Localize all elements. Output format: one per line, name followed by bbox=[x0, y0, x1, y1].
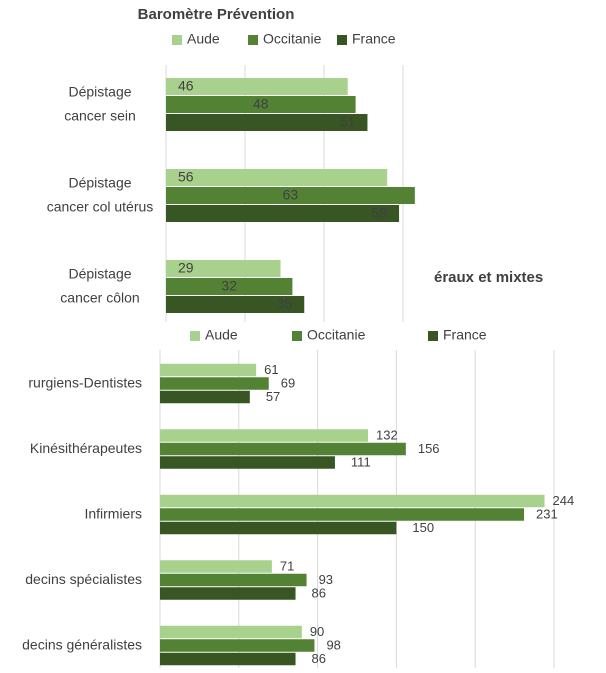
data-label: 150 bbox=[412, 520, 434, 535]
data-label: 35 bbox=[277, 296, 293, 312]
chart-title: éraux et mixtes bbox=[434, 269, 543, 286]
category-label: cancer col utérus bbox=[47, 199, 154, 215]
category-label: Infirmiers bbox=[84, 506, 142, 522]
bar bbox=[166, 96, 356, 113]
data-label: 244 bbox=[553, 493, 575, 508]
data-label: 132 bbox=[376, 427, 398, 442]
data-label: 61 bbox=[264, 362, 278, 377]
bar bbox=[160, 442, 406, 456]
category-label: Dépistage bbox=[68, 175, 131, 191]
bar bbox=[160, 625, 302, 639]
legend-label: Aude bbox=[187, 31, 220, 47]
legend-label: France bbox=[443, 327, 487, 343]
legend-label: Aude bbox=[205, 327, 238, 343]
legend-label: Occitanie bbox=[263, 31, 322, 47]
data-label: 63 bbox=[283, 187, 299, 203]
chart-background bbox=[0, 0, 432, 326]
data-label: 86 bbox=[312, 651, 326, 666]
category-label: rurgiens-Dentistes bbox=[28, 375, 142, 391]
bar bbox=[160, 429, 369, 442]
bar bbox=[166, 296, 305, 313]
legend-swatch bbox=[172, 35, 182, 45]
category-label: cancer côlon bbox=[60, 290, 139, 306]
data-label: 156 bbox=[418, 441, 440, 456]
bar bbox=[160, 573, 307, 587]
bar bbox=[160, 363, 257, 377]
bar bbox=[160, 639, 315, 652]
data-label: 93 bbox=[319, 572, 333, 587]
category-label: decins généralistes bbox=[22, 637, 142, 653]
bar bbox=[166, 78, 348, 95]
bar bbox=[166, 278, 293, 295]
bar bbox=[166, 205, 400, 222]
category-label: cancer sein bbox=[64, 108, 136, 124]
legend-label: Occitanie bbox=[307, 327, 366, 343]
data-label: 111 bbox=[351, 454, 371, 469]
bar bbox=[166, 169, 388, 186]
data-label: 86 bbox=[312, 585, 326, 600]
bar bbox=[160, 377, 269, 390]
legend-label: France bbox=[352, 31, 396, 47]
data-label: 57 bbox=[266, 389, 280, 404]
bar bbox=[160, 494, 545, 508]
data-label: 46 bbox=[178, 78, 194, 94]
category-label: Dépistage bbox=[68, 84, 131, 100]
data-label: 51 bbox=[340, 114, 356, 130]
data-label: 56 bbox=[178, 169, 194, 185]
category-label: decins spécialistes bbox=[25, 571, 142, 587]
bar bbox=[160, 390, 250, 404]
category-label: Dépistage bbox=[68, 266, 131, 282]
bar bbox=[166, 114, 368, 131]
bar bbox=[166, 187, 415, 204]
data-label: 29 bbox=[178, 260, 194, 276]
bar bbox=[160, 652, 296, 666]
data-label: 48 bbox=[253, 96, 269, 112]
legend-swatch bbox=[248, 35, 258, 45]
data-label: 32 bbox=[221, 278, 237, 294]
bar bbox=[160, 521, 397, 535]
legend-swatch bbox=[190, 331, 200, 341]
bar bbox=[160, 560, 272, 573]
category-label: Kinésithérapeutes bbox=[30, 440, 142, 456]
data-label: 71 bbox=[280, 558, 294, 573]
legend-swatch bbox=[337, 35, 347, 45]
bar bbox=[160, 587, 296, 600]
chart-title: Baromètre Prévention bbox=[138, 6, 295, 23]
data-label: 90 bbox=[310, 624, 324, 639]
data-label: 59 bbox=[371, 205, 387, 221]
data-label: 98 bbox=[326, 637, 340, 652]
bar bbox=[160, 508, 525, 521]
data-label: 69 bbox=[281, 375, 295, 390]
legend-swatch bbox=[428, 331, 438, 341]
legend-swatch bbox=[292, 331, 302, 341]
data-label: 231 bbox=[536, 506, 558, 521]
bar bbox=[160, 456, 335, 469]
bar bbox=[166, 260, 281, 277]
